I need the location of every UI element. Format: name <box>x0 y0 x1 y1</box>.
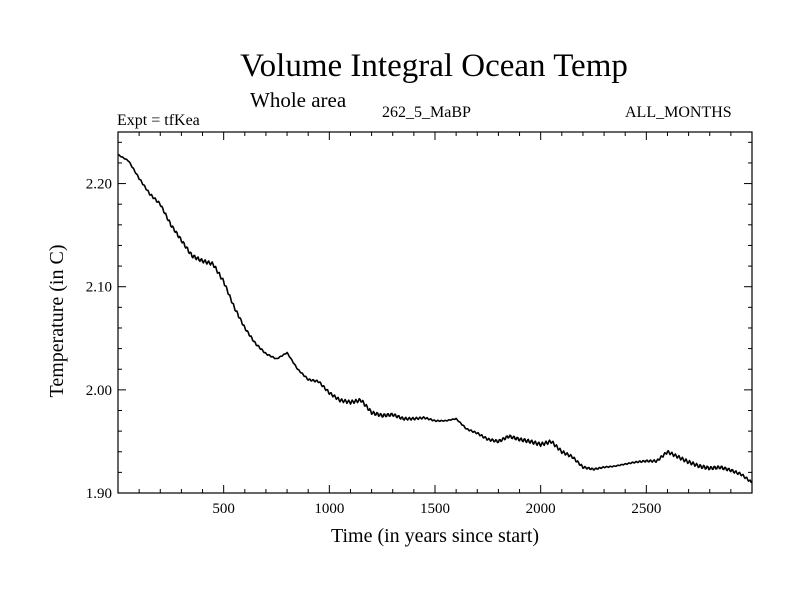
plot-frame <box>117 131 753 494</box>
y-tick-label: 2.00 <box>86 383 112 399</box>
x-tick-label: 500 <box>212 501 235 517</box>
x-axis-label: Time (in years since start) <box>330 525 540 547</box>
series-line <box>117 153 753 484</box>
period-label: 262_5_MaBP <box>382 104 471 121</box>
experiment-label: Expt = tfKea <box>117 112 200 129</box>
y-tick-label: 2.10 <box>86 280 112 296</box>
x-tick-label: 2500 <box>631 501 661 517</box>
chart-title: Volume Integral Ocean Temp <box>240 48 628 84</box>
axis-ticks <box>118 132 752 493</box>
months-label: ALL_MONTHS <box>625 104 732 121</box>
y-tick-label: 1.90 <box>86 486 112 502</box>
x-tick-label: 1500 <box>420 501 450 517</box>
chart-subtitle: Whole area <box>250 88 347 112</box>
x-tick-label: 1000 <box>314 501 344 517</box>
tick-labels: 500 1000 1500 2000 2500 1.90 2.00 2.10 2.20 <box>86 177 662 517</box>
x-tick-label: 2000 <box>526 501 556 517</box>
y-tick-label: 2.20 <box>86 177 112 193</box>
